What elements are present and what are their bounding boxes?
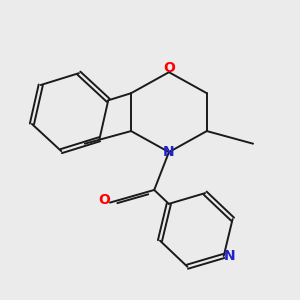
Text: N: N: [163, 145, 175, 159]
Text: N: N: [224, 249, 236, 263]
Text: O: O: [163, 61, 175, 75]
Text: O: O: [98, 194, 110, 208]
